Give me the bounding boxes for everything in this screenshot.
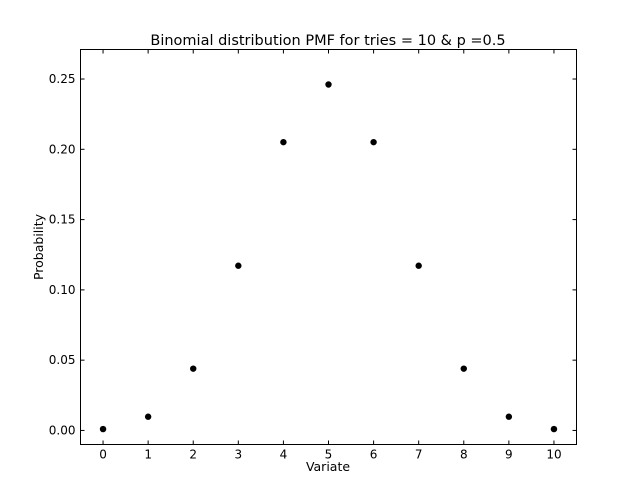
data-point: [415, 262, 422, 269]
y-tick-label: 0.05: [49, 353, 76, 367]
x-tick-label: 1: [144, 448, 152, 462]
x-axis-ticks: 0 1 2 3 4 5 6 7 8 9 10: [99, 49, 562, 462]
x-tick-label: 8: [460, 448, 468, 462]
y-tick-label: 0.25: [49, 72, 76, 86]
y-axis-label: Probability: [31, 213, 46, 280]
data-point: [370, 138, 377, 146]
x-axis-label: Variate: [306, 459, 350, 474]
data-point: [505, 413, 513, 420]
x-tick-label: 7: [415, 448, 423, 462]
y-tick-label: 0.10: [49, 283, 76, 297]
x-tick-label: 6: [370, 448, 378, 462]
data-point: [280, 138, 287, 146]
data-point: [460, 365, 467, 372]
y-tick-label: 0.15: [49, 213, 76, 227]
data-point: [144, 413, 152, 420]
x-tick-label: 0: [99, 448, 107, 462]
plot-area: [80, 49, 577, 445]
x-tick-label: 3: [234, 448, 242, 462]
y-tick-label: 0.00: [49, 423, 76, 437]
x-tick-label: 4: [280, 448, 288, 462]
x-tick-label: 2: [189, 448, 197, 462]
y-tick-label: 0.20: [49, 142, 76, 156]
data-point: [99, 425, 107, 433]
data-points: [99, 81, 558, 433]
x-tick-label: 5: [325, 448, 333, 462]
chart-title: Binomial distribution PMF for tries = 10…: [150, 33, 505, 49]
y-axis-ticks: 0.00 0.05 0.10 0.15 0.20 0.25: [49, 72, 577, 437]
data-point: [235, 262, 242, 269]
data-point: [190, 365, 197, 372]
x-tick-label: 9: [505, 448, 513, 462]
data-point: [325, 81, 332, 88]
x-tick-label: 10: [546, 448, 561, 462]
data-point: [550, 425, 558, 433]
